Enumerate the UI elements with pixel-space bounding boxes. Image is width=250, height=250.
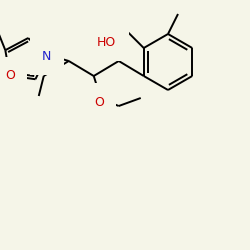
Text: HO: HO	[97, 36, 116, 49]
Text: O: O	[94, 96, 104, 108]
Text: O: O	[5, 69, 15, 82]
Text: N: N	[42, 50, 51, 62]
